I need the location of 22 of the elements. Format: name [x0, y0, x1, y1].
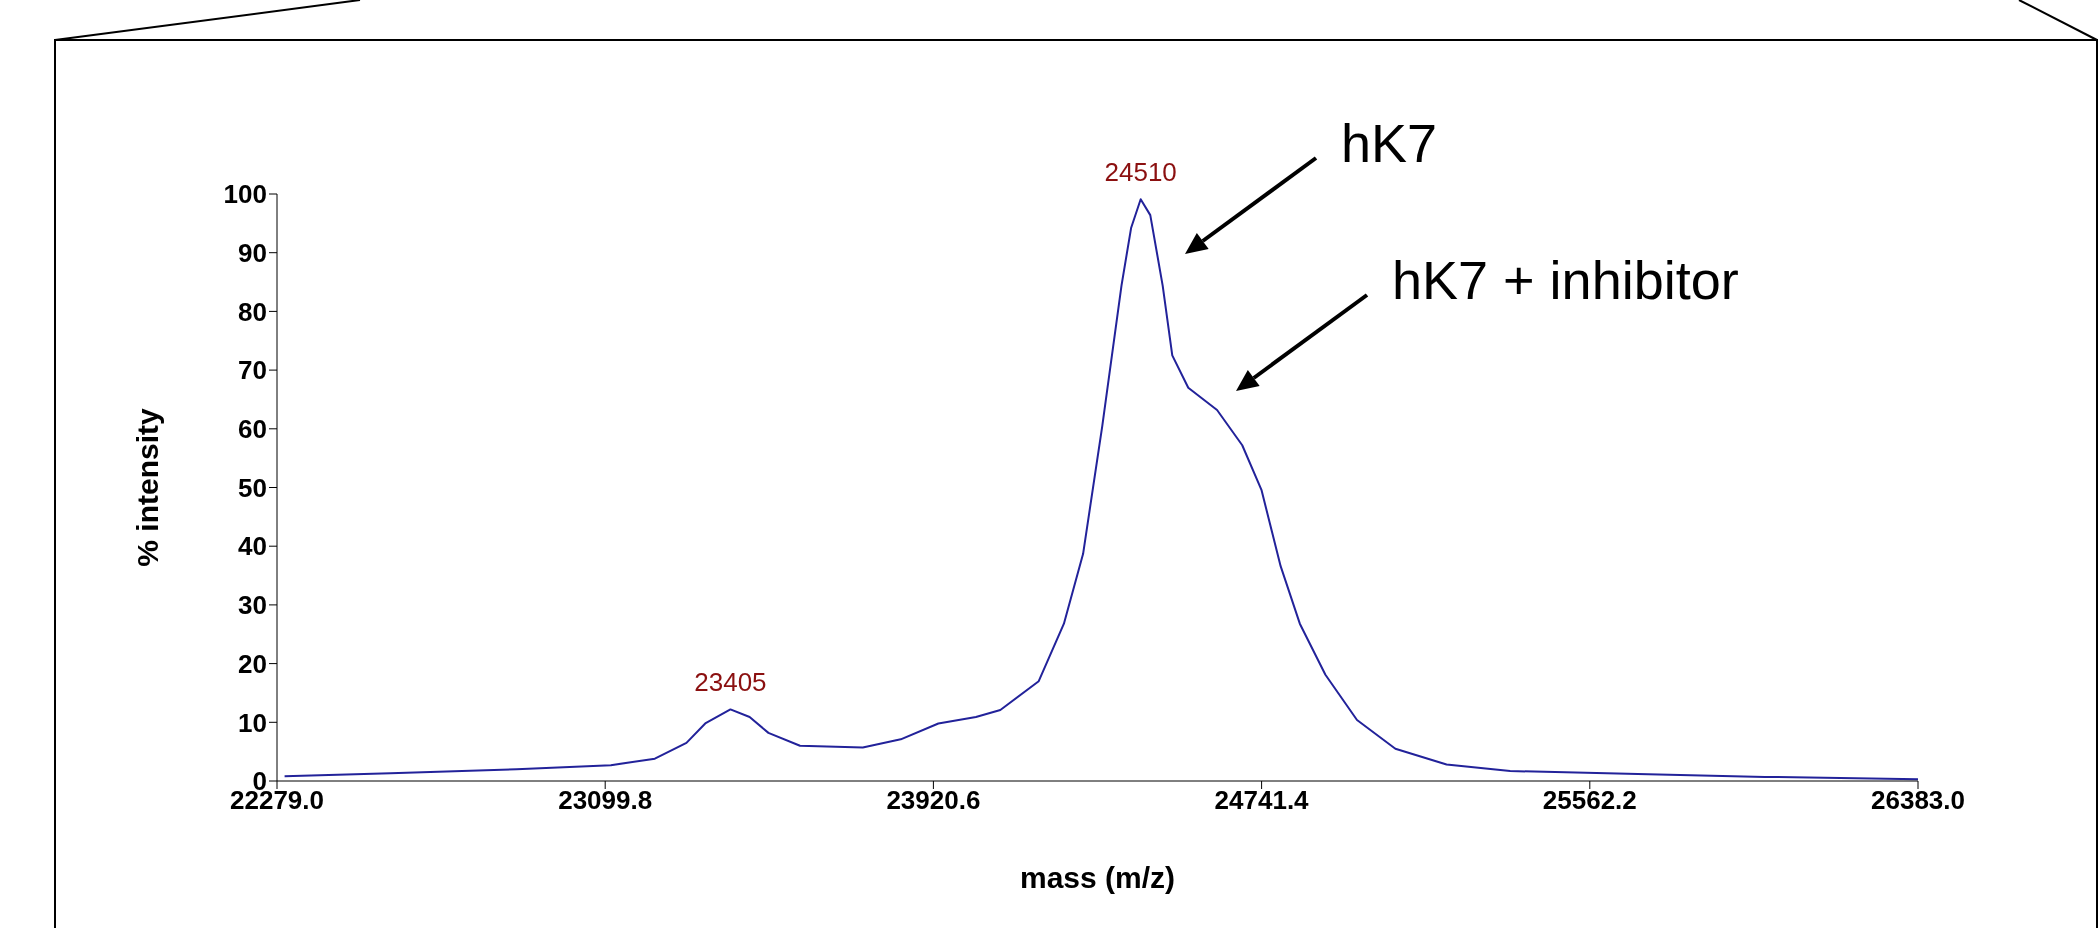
x-tick-label: 23920.6 — [886, 785, 981, 816]
y-tick-label: 30 — [238, 590, 267, 621]
y-tick-label: 10 — [238, 707, 267, 738]
y-tick-label: 50 — [238, 472, 267, 503]
y-tick-label: 20 — [238, 648, 267, 679]
y-tick-label: 90 — [238, 237, 267, 268]
x-axis-title: mass (m/z) — [1019, 861, 1176, 894]
x-tick-label: 23099.8 — [558, 785, 653, 816]
x-tick-label: 25562.2 — [1542, 785, 1637, 816]
annotation: hK7 + inhibitor — [1392, 250, 1739, 311]
line-series — [283, 198, 1918, 781]
y-axis-title: % intensity — [130, 408, 164, 567]
y-tick-label: 40 — [238, 531, 267, 562]
y-tick-label: 70 — [238, 355, 267, 386]
x-tick-label: 26383.0 — [1871, 785, 1965, 816]
y-tick-label: 80 — [238, 296, 267, 327]
annotation: 23405 — [694, 667, 767, 698]
annotation: 24510 — [1104, 157, 1177, 188]
y-tick-label: 100 — [223, 179, 267, 210]
y-tick-label: 60 — [238, 414, 267, 445]
text: hK7 — [1341, 113, 1438, 174]
x-tick-label: 24741.4 — [1214, 785, 1310, 816]
